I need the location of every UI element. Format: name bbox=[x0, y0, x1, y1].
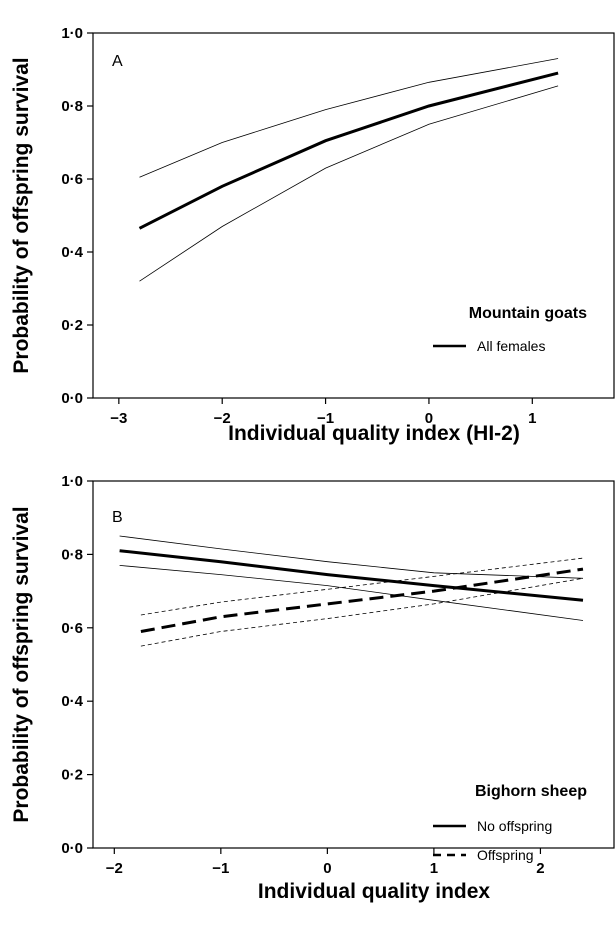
y-tick-label: 0·4 bbox=[61, 244, 83, 261]
y-tick-label: 0·0 bbox=[61, 840, 83, 857]
plot-frame bbox=[92, 32, 615, 399]
y-axis-title: Probability of offspring survival bbox=[10, 57, 33, 373]
x-axis-title: Individual quality index bbox=[258, 880, 491, 903]
x-tick-label: 0 bbox=[323, 860, 331, 877]
x-tick-label: 1 bbox=[430, 860, 438, 877]
x-tick-label: −2 bbox=[106, 860, 123, 877]
ci-lower-line bbox=[139, 85, 559, 282]
y-tick-label: 0·6 bbox=[61, 171, 83, 188]
series-line-offspring bbox=[140, 567, 584, 633]
y-tick-label: 0·4 bbox=[61, 693, 83, 710]
chart-panel-a: 0·0 0·2 0·4 0·6 0·8 1·0 −3 −2 −1 0 1 Individual qua… bbox=[10, 25, 615, 445]
y-tick-label: 0·8 bbox=[61, 546, 83, 563]
y-tick-label: 1·0 bbox=[61, 25, 83, 42]
ci-upper-line bbox=[119, 535, 584, 579]
panel-label: A bbox=[112, 53, 123, 70]
y-tick-label: 0·2 bbox=[61, 317, 83, 334]
ci-upper-line bbox=[140, 557, 584, 616]
y-axis-title: Probability of offspring survival bbox=[10, 506, 33, 822]
y-tick-label: 0·6 bbox=[61, 620, 83, 637]
y-tick-label: 0·8 bbox=[61, 98, 83, 115]
x-axis-title: Individual quality index (HI-2) bbox=[228, 422, 520, 445]
x-tick-label: 1 bbox=[528, 410, 536, 427]
y-tick-label: 0·2 bbox=[61, 767, 83, 784]
y-tick-label: 1·0 bbox=[61, 473, 83, 490]
ci-upper-line bbox=[139, 58, 559, 178]
ci-lower-line bbox=[140, 577, 584, 647]
x-tick-label: −1 bbox=[212, 860, 229, 877]
legend-title: Mountain goats bbox=[469, 305, 587, 322]
chart-panel-b: 0·0 0·2 0·4 0·6 0·8 1·0 −2 −1 0 1 2 Individual qual… bbox=[10, 473, 615, 903]
panel-label: B bbox=[112, 509, 123, 526]
legend-label: All females bbox=[477, 338, 545, 354]
series-line-no-offspring bbox=[119, 549, 584, 602]
x-tick-label: 2 bbox=[536, 860, 544, 877]
x-tick-label: −2 bbox=[214, 410, 231, 427]
y-tick-label: 0·0 bbox=[61, 390, 83, 407]
plot-frame bbox=[92, 480, 615, 849]
legend-title: Bighorn sheep bbox=[475, 783, 587, 800]
ci-lower-line bbox=[119, 565, 584, 621]
x-tick-label: 0 bbox=[425, 410, 433, 427]
x-tick-label: −1 bbox=[317, 410, 334, 427]
x-tick-label: −3 bbox=[110, 410, 127, 427]
legend-label: Offspring bbox=[477, 847, 534, 863]
series-line-all-females bbox=[138, 71, 559, 230]
legend-label: No offspring bbox=[477, 818, 552, 834]
